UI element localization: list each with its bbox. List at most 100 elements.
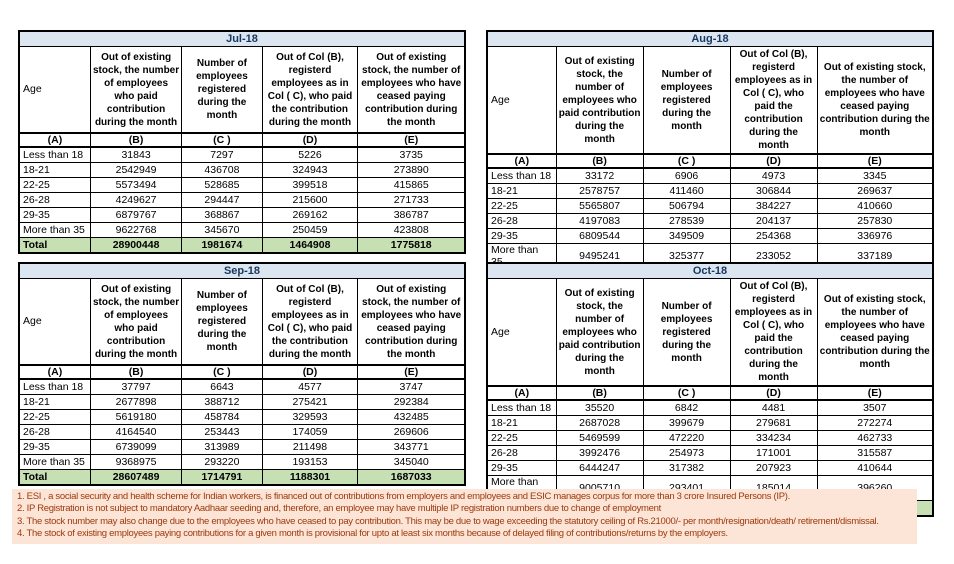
table-row: Less than 18 33172 6906 4973 3345: [486, 167, 934, 184]
value-cell: 279681: [729, 415, 818, 431]
age-group-cell: Less than 18: [486, 167, 557, 184]
col-header-e: Out of existing stock, the number of emp…: [816, 46, 934, 155]
value-cell: 313989: [181, 439, 263, 455]
table-row: 22-25 5565807 506794 384227 410660: [486, 198, 934, 214]
total-value-cell: 1188301: [261, 469, 359, 486]
value-cell: 4249627: [89, 192, 183, 208]
col-letter: (B): [555, 385, 644, 401]
month-table-aug-18: Aug-18 Age Out of existing stock, the nu…: [486, 30, 934, 285]
total-value-cell: 28900448: [89, 237, 183, 254]
value-cell: 399679: [642, 415, 731, 431]
table-row: Less than 18 31843 7297 5226 3735: [18, 146, 466, 163]
value-cell: 6842: [642, 399, 731, 416]
value-cell: 399518: [261, 177, 359, 193]
table-row: 22-25 5573494 528685 399518 415865: [18, 177, 466, 193]
col-letter: (E): [816, 153, 934, 169]
col-letter: (C ): [642, 153, 731, 169]
value-cell: 343771: [357, 439, 466, 455]
table-row: Less than 18 37797 6643 4577 3747: [18, 378, 466, 395]
col-letter: (A): [486, 153, 557, 169]
column-letter-row: (A) (B) (C ) (D) (E): [18, 364, 466, 380]
age-group-cell: 29-35: [18, 439, 91, 455]
month-table-jul-18: Jul-18 Age Out of existing stock, the nu…: [18, 30, 466, 254]
value-cell: 528685: [181, 177, 263, 193]
value-cell: 6879767: [89, 207, 183, 223]
value-cell: 329593: [261, 409, 359, 425]
col-header-age: Age: [18, 46, 91, 134]
value-cell: 37797: [89, 378, 183, 395]
value-cell: 6906: [642, 167, 731, 184]
col-letter: (C ): [181, 132, 263, 148]
value-cell: 324943: [261, 162, 359, 178]
value-cell: 4481: [729, 399, 818, 416]
col-header-age: Age: [486, 46, 557, 155]
value-cell: 9368975: [89, 454, 183, 470]
value-cell: 4197083: [555, 213, 644, 229]
value-cell: 273890: [357, 162, 466, 178]
age-group-cell: 29-35: [486, 460, 557, 476]
table-row: 18-21 2677898 388712 275421 292384: [18, 394, 466, 410]
value-cell: 5226: [261, 146, 359, 163]
age-group-cell: Less than 18: [18, 378, 91, 395]
total-row: Total 28900448 1981674 1464908 1775818: [18, 237, 466, 254]
col-header-e: Out of existing stock, the number of emp…: [357, 278, 466, 366]
month-table-oct-18: Oct-18 Age Out of existing stock, the nu…: [486, 262, 934, 517]
col-header-e: Out of existing stock, the number of emp…: [816, 278, 934, 387]
age-group-cell: Less than 18: [18, 146, 91, 163]
col-letter: (E): [816, 385, 934, 401]
value-cell: 411460: [642, 183, 731, 199]
column-letter-row: (A) (B) (C ) (D) (E): [486, 153, 934, 169]
value-cell: 253443: [181, 424, 263, 440]
col-header-c: Number of employees registered during th…: [642, 46, 731, 155]
value-cell: 3992476: [555, 445, 644, 461]
table-row: 22-25 5469599 472220 334234 462733: [486, 430, 934, 446]
col-letter: (C ): [181, 364, 263, 380]
age-group-cell: 29-35: [18, 207, 91, 223]
value-cell: 423808: [357, 222, 466, 238]
table-row: Less than 18 35520 6842 4481 3507: [486, 399, 934, 416]
col-letter: (A): [486, 385, 557, 401]
table-row: 26-28 4164540 253443 174059 269606: [18, 424, 466, 440]
age-group-cell: Less than 18: [486, 399, 557, 416]
column-header-row: Age Out of existing stock, the number of…: [486, 278, 934, 387]
value-cell: 3735: [357, 146, 466, 163]
value-cell: 5565807: [555, 198, 644, 214]
value-cell: 436708: [181, 162, 263, 178]
value-cell: 336976: [816, 228, 934, 244]
footnote-line: 4. The stock of existing employees payin…: [17, 528, 728, 540]
value-cell: 3747: [357, 378, 466, 395]
value-cell: 211498: [261, 439, 359, 455]
value-cell: 278539: [642, 213, 731, 229]
col-header-age: Age: [486, 278, 557, 387]
value-cell: 294447: [181, 192, 263, 208]
value-cell: 334234: [729, 430, 818, 446]
value-cell: 368867: [181, 207, 263, 223]
age-group-cell: 22-25: [18, 409, 91, 425]
table-row: 29-35 6879767 368867 269162 386787: [18, 207, 466, 223]
col-letter: (A): [18, 132, 91, 148]
value-cell: 2578757: [555, 183, 644, 199]
col-header-b: Out of existing stock, the number of emp…: [89, 278, 183, 366]
total-value-cell: 1687033: [357, 469, 466, 486]
value-cell: 410660: [816, 198, 934, 214]
value-cell: 9622768: [89, 222, 183, 238]
col-header-d: Out of Col (B), registerd employees as i…: [729, 46, 818, 155]
value-cell: 6643: [181, 378, 263, 395]
col-letter: (D): [261, 364, 359, 380]
table-row: More than 35 9622768 345670 250459 423808: [18, 222, 466, 238]
month-title: Aug-18: [486, 30, 934, 47]
total-value-cell: 1981674: [181, 237, 263, 254]
value-cell: 272274: [816, 415, 934, 431]
footnote-line: 3. The stock number may also change due …: [17, 515, 879, 527]
col-header-b: Out of existing stock, the number of emp…: [555, 278, 644, 387]
table-row: 29-35 6739099 313989 211498 343771: [18, 439, 466, 455]
value-cell: 317382: [642, 460, 731, 476]
total-label-cell: Total: [18, 237, 91, 254]
month-header-row: Sep-18: [18, 262, 466, 279]
col-letter: (B): [89, 132, 183, 148]
value-cell: 2677898: [89, 394, 183, 410]
value-cell: 4577: [261, 378, 359, 395]
col-letter: (E): [357, 132, 466, 148]
col-letter: (E): [357, 364, 466, 380]
